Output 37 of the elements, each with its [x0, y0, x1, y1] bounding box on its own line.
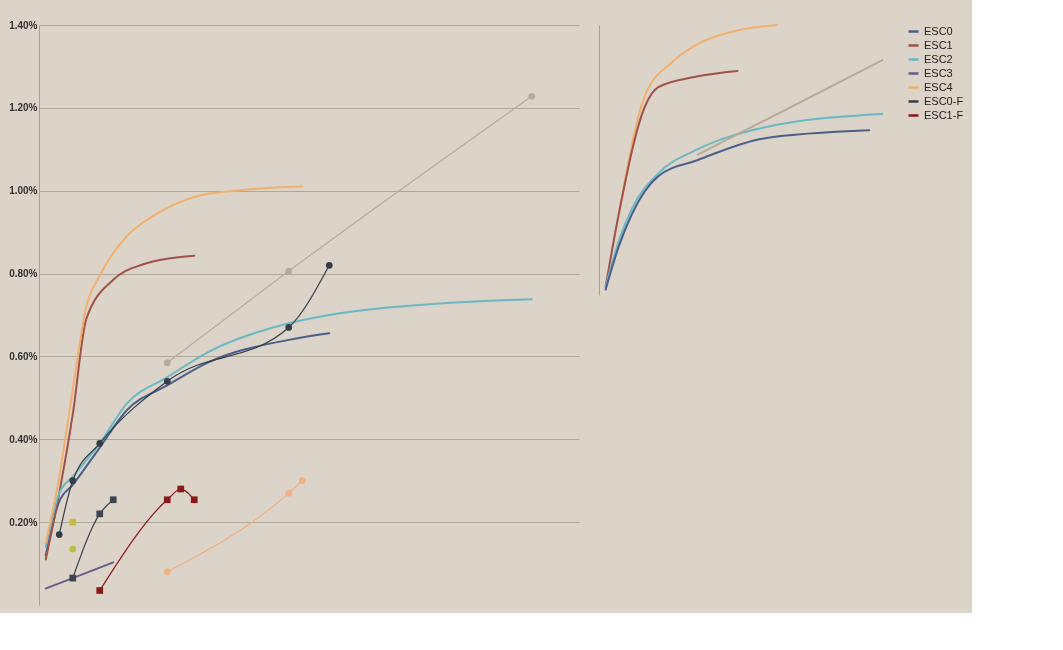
- y-tick-label: 0.20%: [9, 516, 38, 528]
- point: [163, 377, 171, 385]
- legend-label: ESC2: [924, 52, 953, 65]
- line-series: [44, 254, 196, 561]
- y-tick-label: 1.20%: [9, 102, 38, 114]
- point: [528, 92, 536, 100]
- y-tick-label: 0.40%: [9, 433, 38, 445]
- point: [55, 531, 63, 538]
- y-tick-label: 1.40%: [9, 19, 38, 31]
- point: [285, 489, 293, 497]
- legend-label: ESC0-F: [924, 94, 964, 107]
- legend-label: ESC1: [924, 38, 953, 51]
- point: [325, 261, 333, 269]
- point: [69, 574, 77, 582]
- legend-label: ESC0: [924, 24, 953, 37]
- y-tick-label: 0.60%: [9, 350, 38, 362]
- line-series: [44, 298, 533, 548]
- point: [96, 510, 104, 518]
- line-series: [44, 332, 331, 557]
- line-series: [44, 185, 304, 544]
- point: [298, 477, 306, 485]
- point: [69, 477, 77, 485]
- point: [109, 496, 117, 504]
- point: [163, 359, 171, 366]
- point: [163, 568, 171, 576]
- point: [285, 267, 293, 275]
- point: [177, 485, 185, 493]
- point: [163, 496, 171, 504]
- point: [285, 324, 293, 331]
- point: [96, 587, 104, 594]
- legend-label: ESC4: [924, 80, 953, 93]
- legend-label: ESC1-F: [924, 108, 964, 121]
- legend-label: ESC3: [924, 66, 953, 79]
- y-tick-label: 1.00%: [9, 185, 38, 197]
- y-tick-label: 0.80%: [9, 268, 38, 280]
- point: [190, 496, 198, 504]
- point: [96, 440, 104, 447]
